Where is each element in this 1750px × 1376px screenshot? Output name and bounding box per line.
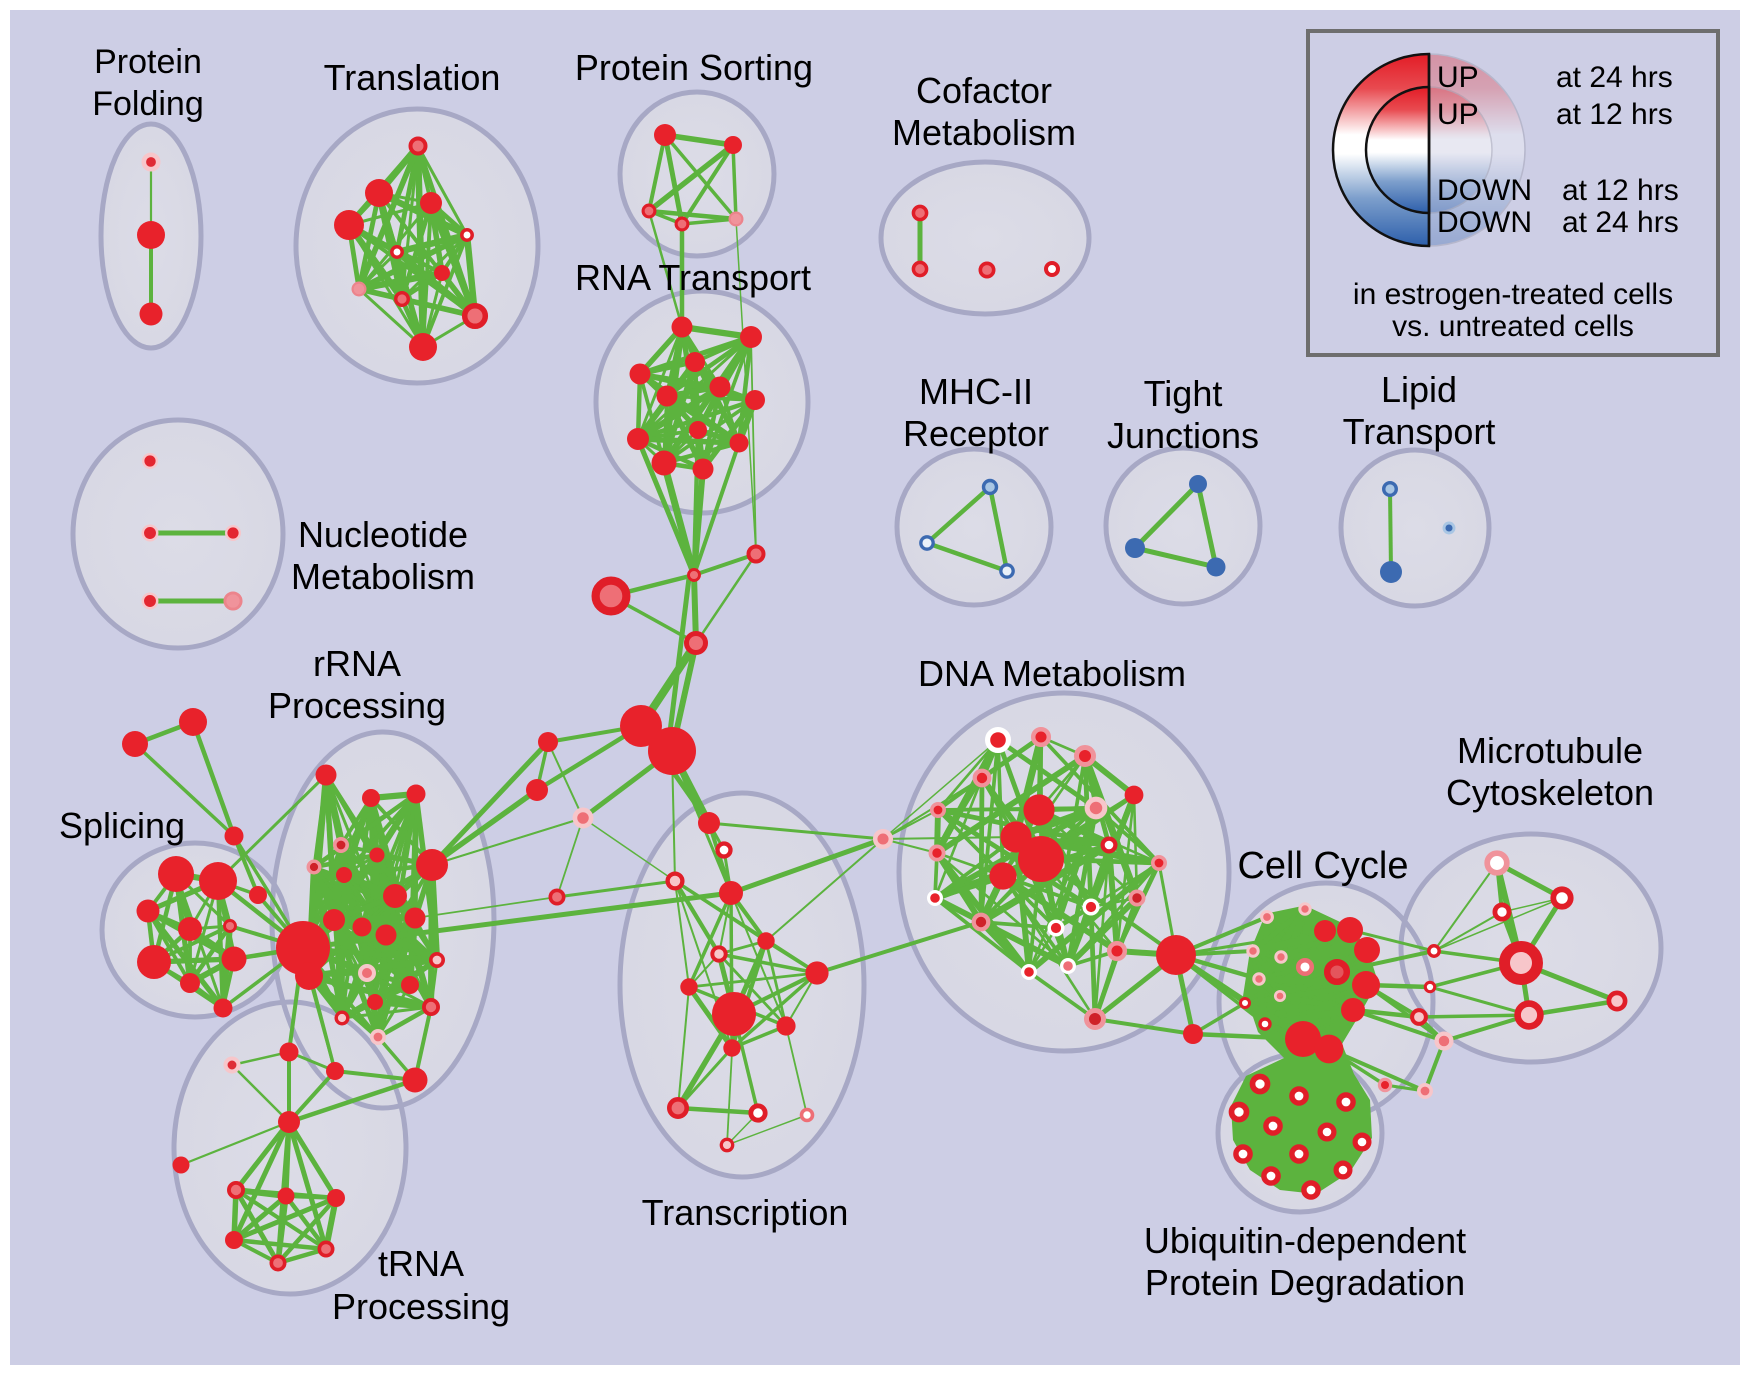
svg-text:Protein Sorting: Protein Sorting (575, 47, 813, 88)
svg-text:Metabolism: Metabolism (291, 556, 475, 597)
svg-text:Folding: Folding (92, 85, 204, 123)
svg-text:tRNA: tRNA (378, 1243, 464, 1284)
svg-text:RNA Transport: RNA Transport (575, 257, 811, 298)
svg-text:Microtubule: Microtubule (1457, 730, 1643, 771)
svg-text:UP: UP (1437, 61, 1479, 94)
svg-text:vs. untreated cells: vs. untreated cells (1392, 310, 1634, 343)
svg-text:Processing: Processing (332, 1286, 510, 1327)
svg-text:Cytoskeleton: Cytoskeleton (1446, 772, 1654, 813)
svg-text:Lipid: Lipid (1381, 369, 1457, 410)
svg-text:DNA Metabolism: DNA Metabolism (918, 653, 1186, 694)
svg-text:at 24 hrs: at 24 hrs (1556, 61, 1673, 94)
svg-text:Ubiquitin-dependent: Ubiquitin-dependent (1144, 1220, 1466, 1261)
svg-text:UP: UP (1437, 98, 1479, 131)
svg-text:Cofactor: Cofactor (916, 70, 1052, 111)
svg-text:Cell Cycle: Cell Cycle (1237, 845, 1408, 887)
svg-text:at 24 hrs: at 24 hrs (1562, 206, 1679, 239)
svg-text:Receptor: Receptor (903, 413, 1049, 454)
svg-text:Transcription: Transcription (642, 1192, 849, 1233)
svg-text:Tight: Tight (1144, 373, 1223, 414)
svg-text:Junctions: Junctions (1107, 415, 1259, 456)
svg-text:Processing: Processing (268, 685, 446, 726)
svg-text:at 12 hrs: at 12 hrs (1562, 174, 1679, 207)
svg-text:Protein Degradation: Protein Degradation (1145, 1262, 1465, 1303)
svg-text:rRNA: rRNA (313, 643, 401, 684)
svg-text:DOWN: DOWN (1437, 174, 1532, 207)
svg-text:Metabolism: Metabolism (892, 112, 1076, 153)
svg-text:DOWN: DOWN (1437, 206, 1532, 239)
svg-text:Splicing: Splicing (59, 805, 185, 846)
svg-text:Protein: Protein (94, 43, 202, 81)
svg-text:at 12 hrs: at 12 hrs (1556, 98, 1673, 131)
svg-text:Transport: Transport (1343, 411, 1496, 452)
svg-text:in estrogen-treated cells: in estrogen-treated cells (1353, 278, 1673, 311)
svg-text:Nucleotide: Nucleotide (298, 514, 468, 555)
svg-text:Translation: Translation (324, 57, 501, 98)
svg-text:MHC-II: MHC-II (919, 371, 1033, 412)
